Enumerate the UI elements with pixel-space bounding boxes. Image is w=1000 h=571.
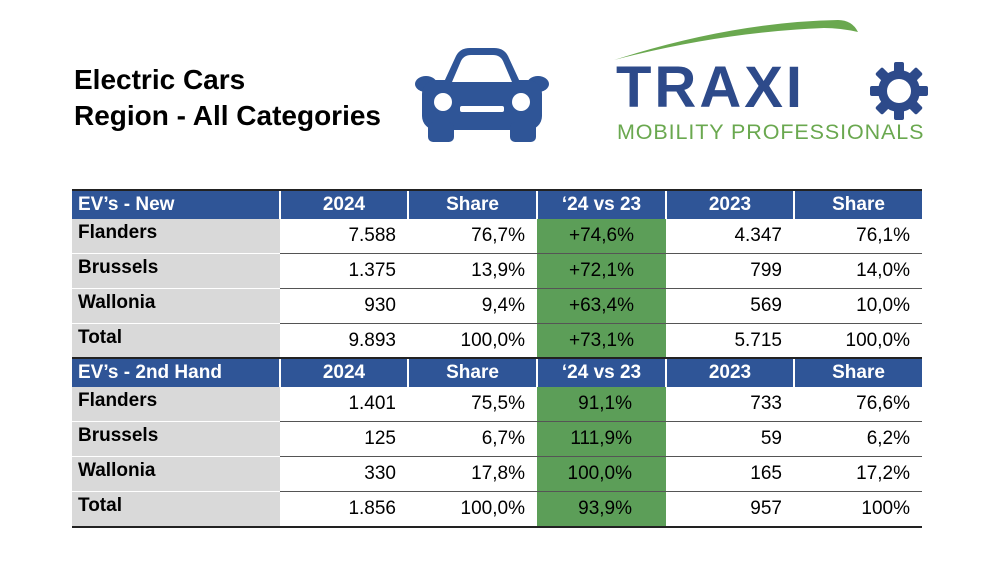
region-cell: Brussels (72, 253, 280, 289)
change-cell: +73,1% (537, 323, 666, 360)
car-icon (415, 48, 549, 142)
share-2023: 10,0% (794, 288, 922, 324)
share-2023: 100,0% (794, 323, 922, 360)
table-row: Wallonia 930 9,4% +63,4% 569 10,0% (72, 288, 922, 324)
header-2024: 2024 (279, 357, 408, 387)
change-cell: +72,1% (537, 253, 666, 289)
table-row: Flanders 7.588 76,7% +74,6% 4.347 76,1% (72, 219, 922, 254)
header-category: EV’s - New (72, 189, 280, 219)
table-row: Brussels 1.375 13,9% +72,1% 799 14,0% (72, 253, 922, 289)
table-row: Flanders 1.401 75,5% 91,1% 733 76,6% (72, 387, 922, 422)
change-cell: 111,9% (537, 421, 666, 457)
change-cell: 91,1% (537, 387, 666, 422)
table-row: Brussels 125 6,7% 111,9% 59 6,2% (72, 421, 922, 457)
share-2023: 17,2% (794, 456, 922, 492)
header-2023: 2023 (665, 189, 794, 219)
logo-wordmark: TRAXI (616, 55, 805, 120)
header-change: ‘24 vs 23 (536, 357, 666, 387)
page-title: Electric Cars Region - All Categories (74, 62, 381, 134)
header-share-2023: Share (793, 189, 922, 219)
header-change: ‘24 vs 23 (536, 189, 666, 219)
total-row: Total 1.856 100,0% 93,9% 957 100% (72, 491, 922, 528)
title-line-1: Electric Cars (74, 64, 246, 95)
region-cell: Wallonia (72, 456, 280, 492)
logo-swoosh-icon (614, 20, 858, 60)
header-2023: 2023 (665, 357, 794, 387)
value-2024: 7.588 (280, 219, 408, 254)
value-2023: 569 (666, 288, 794, 324)
share-2024: 100,0% (408, 323, 537, 360)
value-2024: 330 (280, 456, 408, 492)
change-cell: +63,4% (537, 288, 666, 324)
change-cell: 100,0% (537, 456, 666, 492)
header-category: EV’s - 2nd Hand (72, 357, 280, 387)
value-2024: 125 (280, 421, 408, 457)
total-row: Total 9.893 100,0% +73,1% 5.715 100,0% (72, 323, 922, 360)
header-share-2023: Share (793, 357, 922, 387)
header-share-2024: Share (407, 357, 537, 387)
share-2024: 75,5% (408, 387, 537, 422)
share-2024: 100,0% (408, 491, 537, 528)
value-2024: 1.401 (280, 387, 408, 422)
share-2023: 100% (794, 491, 922, 528)
value-2023: 5.715 (666, 323, 794, 360)
value-2023: 957 (666, 491, 794, 528)
table-header-row: EV’s - 2nd Hand 2024 Share ‘24 vs 23 202… (72, 357, 922, 387)
value-2024: 1.856 (280, 491, 408, 528)
table-header-row: EV’s - New 2024 Share ‘24 vs 23 2023 Sha… (72, 189, 922, 219)
region-cell: Flanders (72, 387, 280, 422)
value-2023: 799 (666, 253, 794, 289)
share-2024: 9,4% (408, 288, 537, 324)
table-row: Wallonia 330 17,8% 100,0% 165 17,2% (72, 456, 922, 492)
share-2024: 76,7% (408, 219, 537, 254)
value-2023: 165 (666, 456, 794, 492)
region-cell: Brussels (72, 421, 280, 457)
ev-second-hand-table: EV’s - 2nd Hand 2024 Share ‘24 vs 23 202… (72, 357, 922, 528)
gear-icon (870, 62, 928, 120)
change-cell: 93,9% (537, 491, 666, 528)
share-2023: 14,0% (794, 253, 922, 289)
value-2023: 4.347 (666, 219, 794, 254)
region-cell: Wallonia (72, 288, 280, 324)
share-2023: 76,6% (794, 387, 922, 422)
change-cell: +74,6% (537, 219, 666, 254)
title-line-2: Region - All Categories (74, 100, 382, 131)
value-2024: 1.375 (280, 253, 408, 289)
share-2023: 76,1% (794, 219, 922, 254)
value-2023: 733 (666, 387, 794, 422)
share-2023: 6,2% (794, 421, 922, 457)
ev-new-table: EV’s - New 2024 Share ‘24 vs 23 2023 Sha… (72, 189, 922, 360)
share-2024: 17,8% (408, 456, 537, 492)
traxio-logo: TRAXI MOBILITY PROFESSIONALS (612, 16, 932, 152)
value-2024: 9.893 (280, 323, 408, 360)
header-2024: 2024 (279, 189, 408, 219)
region-cell: Total (72, 491, 280, 528)
share-2024: 13,9% (408, 253, 537, 289)
share-2024: 6,7% (408, 421, 537, 457)
header-share-2024: Share (407, 189, 537, 219)
value-2023: 59 (666, 421, 794, 457)
value-2024: 930 (280, 288, 408, 324)
region-cell: Flanders (72, 219, 280, 254)
logo-subtitle: MOBILITY PROFESSIONALS (617, 120, 925, 144)
region-cell: Total (72, 323, 280, 360)
